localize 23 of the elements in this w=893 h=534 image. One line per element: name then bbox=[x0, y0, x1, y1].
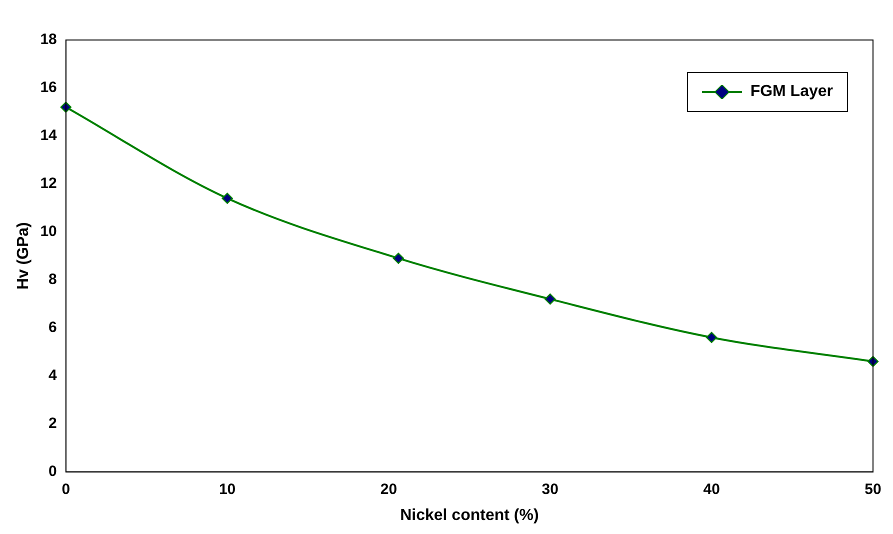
y-tick-label: 4 bbox=[48, 366, 58, 384]
legend-label: FGM Layer bbox=[750, 83, 833, 101]
x-tick-label: 40 bbox=[703, 480, 720, 498]
x-tick-label: 20 bbox=[380, 480, 398, 498]
y-tick-label: 0 bbox=[48, 462, 57, 480]
point bbox=[222, 192, 233, 204]
x-tick-label: 50 bbox=[864, 480, 882, 498]
x-axis-title: Nickel content (%) bbox=[400, 506, 539, 524]
y-tick-label: 18 bbox=[40, 31, 57, 48]
y-tick-label: 2 bbox=[48, 414, 57, 432]
y-tick-label: 6 bbox=[48, 319, 57, 336]
point bbox=[392, 252, 404, 264]
y-tick-label: 8 bbox=[48, 271, 57, 288]
y-tick-label: 16 bbox=[40, 79, 57, 96]
point bbox=[544, 293, 556, 305]
y-tick-label: 12 bbox=[40, 175, 57, 192]
x-tick-label: 30 bbox=[542, 480, 558, 498]
y-tick-label: 14 bbox=[40, 127, 58, 144]
x-tick-label: 0 bbox=[62, 480, 70, 498]
y-axis-title: Hv (GPa) bbox=[15, 222, 32, 290]
x-tick-label: 10 bbox=[218, 480, 236, 498]
y-tick-label: 10 bbox=[40, 223, 57, 240]
point bbox=[706, 332, 718, 344]
